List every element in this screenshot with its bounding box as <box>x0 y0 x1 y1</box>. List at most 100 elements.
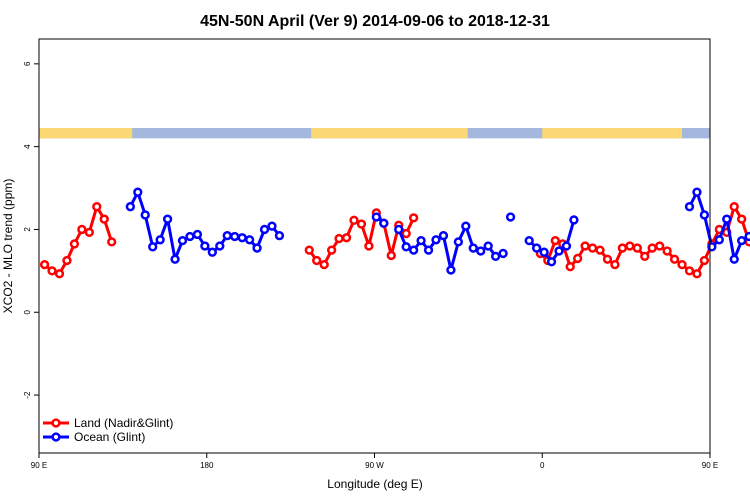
data-point <box>707 242 717 252</box>
data-point <box>230 231 240 242</box>
chart-title: 45N-50N April (Ver 9) 2014-09-06 to 2018… <box>200 13 550 30</box>
data-point <box>684 266 695 276</box>
land-strip-segment <box>39 128 133 139</box>
data-point <box>684 202 695 212</box>
data-point <box>207 247 217 257</box>
data-point <box>177 235 188 246</box>
data-point <box>107 237 117 247</box>
data-point <box>625 241 635 251</box>
data-point <box>364 241 374 251</box>
data-point <box>483 241 493 251</box>
data-point <box>84 227 94 237</box>
data-point <box>539 247 549 257</box>
data-point <box>222 231 232 241</box>
data-point <box>47 266 57 276</box>
x-tick-label: 90 E <box>702 461 718 470</box>
data-point <box>692 269 702 279</box>
data-point <box>77 224 87 235</box>
data-point <box>692 187 702 197</box>
data-point <box>69 239 80 249</box>
data-point <box>491 251 501 262</box>
y-tick-label: 6 <box>23 61 32 66</box>
data-point <box>252 243 262 253</box>
data-point <box>244 235 255 245</box>
y-tick-label: -2 <box>23 391 32 399</box>
data-point <box>148 242 158 252</box>
data-point <box>476 246 486 256</box>
data-point <box>722 214 732 224</box>
legend-swatch-marker <box>51 432 61 442</box>
data-point <box>554 246 564 256</box>
data-point <box>371 212 382 222</box>
data-point <box>610 259 620 270</box>
data-point <box>401 242 411 252</box>
data-point <box>565 262 575 272</box>
data-point <box>550 235 560 246</box>
data-point <box>379 218 389 228</box>
x-tick-label: 90 W <box>365 461 384 470</box>
data-point <box>341 233 352 243</box>
data-point <box>438 231 449 241</box>
data-point <box>155 235 165 245</box>
legend-entry: Ocean (Glint) <box>74 430 145 444</box>
data-point <box>498 248 508 259</box>
data-point <box>125 202 135 212</box>
data-point <box>662 246 672 256</box>
data-point <box>587 243 598 253</box>
data-point <box>617 243 628 253</box>
data-point <box>408 213 419 223</box>
land-ocean-strip <box>39 128 710 139</box>
legend-swatch-marker <box>51 418 61 428</box>
data-point <box>274 231 285 241</box>
data-point <box>655 241 665 251</box>
data-point <box>267 221 277 231</box>
data-point <box>140 210 150 220</box>
data-point <box>394 224 404 235</box>
data-point <box>729 254 739 264</box>
data-point <box>737 235 747 246</box>
data-point <box>729 202 739 212</box>
y-axis-label: XCO2 - MLO trend (ppm) <box>1 179 15 314</box>
data-point <box>349 215 359 225</box>
data-point <box>54 269 65 279</box>
data-point <box>423 245 434 255</box>
data-point <box>408 245 419 255</box>
data-point <box>524 235 534 246</box>
data-point <box>714 235 724 245</box>
data-point <box>505 212 516 222</box>
data-point <box>468 243 478 253</box>
data-point <box>259 224 270 235</box>
data-point <box>446 265 456 275</box>
x-tick-label: 90 E <box>31 461 47 470</box>
data-point <box>416 235 426 246</box>
data-point <box>561 241 572 251</box>
data-point <box>569 215 579 225</box>
data-point <box>356 219 367 229</box>
data-point <box>431 235 441 245</box>
x-axis: 90 E 180 90 W 0 90 E <box>31 453 718 470</box>
data-point <box>595 245 605 255</box>
series-layer <box>39 187 750 279</box>
x-axis-label: Longitude (deg E) <box>327 477 422 491</box>
data-point <box>62 255 72 266</box>
data-point <box>185 231 195 242</box>
data-point <box>580 241 590 251</box>
data-point <box>304 245 314 255</box>
x-tick-label: 180 <box>200 461 214 470</box>
land-strip-segment <box>542 128 683 139</box>
data-point <box>215 241 225 251</box>
data-point <box>737 214 747 224</box>
data-point <box>632 243 642 253</box>
y-tick-label: 2 <box>23 227 32 232</box>
data-point <box>744 231 750 242</box>
data-point <box>669 254 680 264</box>
land-strip-segment <box>311 128 468 139</box>
data-point <box>647 243 657 253</box>
y-axis: -2 0 2 4 6 <box>23 61 39 399</box>
data-point <box>99 214 109 224</box>
data-point <box>192 229 203 240</box>
plot-frame <box>38 38 711 454</box>
data-point <box>546 257 557 267</box>
legend-entry: Land (Nadir&Glint) <box>74 416 173 430</box>
legend: Land (Nadir&Glint)Ocean (Glint) <box>43 416 173 444</box>
